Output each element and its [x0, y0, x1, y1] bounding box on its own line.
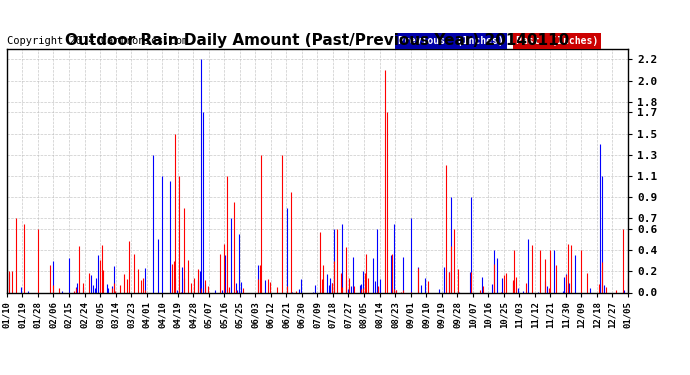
Text: Past  (Inches): Past (Inches): [516, 36, 598, 46]
Text: Previous  (Inches): Previous (Inches): [398, 36, 504, 46]
Title: Outdoor Rain Daily Amount (Past/Previous Year) 20140110: Outdoor Rain Daily Amount (Past/Previous…: [66, 33, 569, 48]
Text: Copyright 2014 Cartronics.com: Copyright 2014 Cartronics.com: [7, 36, 188, 46]
